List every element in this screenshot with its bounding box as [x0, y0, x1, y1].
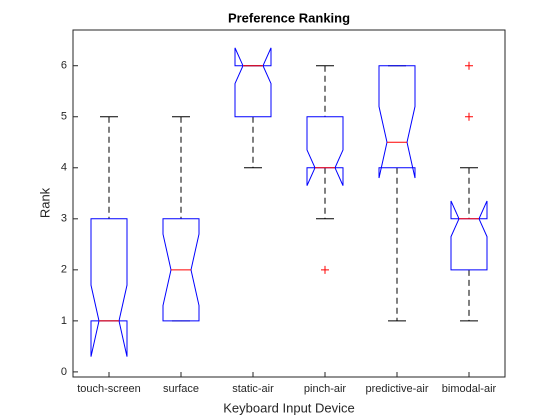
box [90, 218, 128, 357]
box [306, 116, 344, 186]
y-tick-label: 3 [61, 213, 67, 225]
box [162, 218, 200, 322]
box [378, 65, 416, 179]
x-tick-label: surface [163, 383, 199, 395]
outlier [465, 112, 473, 121]
x-tick-label: bimodal-air [442, 383, 497, 395]
outlier [321, 265, 329, 274]
y-tick-label: 1 [61, 315, 67, 327]
y-tick-label: 4 [61, 162, 67, 174]
x-tick-label: touch-screen [77, 383, 141, 395]
chart-title: Preference Ranking [228, 10, 350, 25]
box [234, 47, 272, 118]
y-tick-label: 2 [61, 264, 67, 276]
x-axis-label: Keyboard Input Device [223, 400, 355, 415]
plot-frame [72, 29, 506, 378]
x-tick-label: pinch-air [304, 383, 347, 395]
x-tick-label: static-air [232, 383, 274, 395]
y-tick-label: 6 [61, 60, 67, 72]
y-tick-label: 0 [61, 366, 67, 378]
outlier [465, 61, 473, 70]
y-tick-label: 5 [61, 111, 67, 123]
x-tick-label: predictive-air [366, 383, 429, 395]
box [450, 200, 488, 271]
y-axis-label: Rank [37, 187, 52, 218]
